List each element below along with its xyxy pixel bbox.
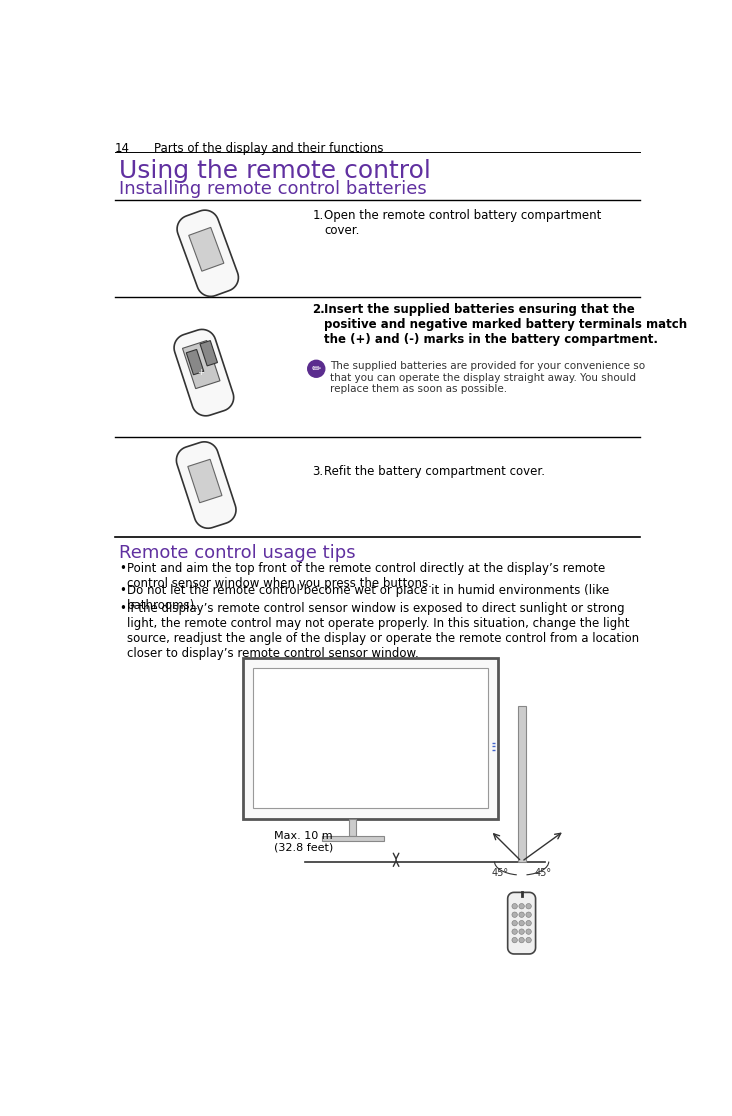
Polygon shape: [188, 460, 222, 502]
Circle shape: [526, 921, 531, 926]
Circle shape: [512, 937, 518, 943]
Bar: [321, 836, 384, 840]
Text: 45°: 45°: [491, 868, 509, 877]
Text: Installing remote control batteries: Installing remote control batteries: [119, 180, 427, 199]
Text: +: +: [197, 368, 203, 377]
Text: 3.: 3.: [313, 465, 324, 478]
Text: 45°: 45°: [535, 868, 552, 877]
Polygon shape: [174, 329, 234, 416]
Text: Refit the battery compartment cover.: Refit the battery compartment cover.: [324, 465, 545, 478]
Text: •: •: [119, 584, 127, 597]
Text: Open the remote control battery compartment
cover.: Open the remote control battery compartm…: [324, 210, 602, 238]
Circle shape: [526, 929, 531, 934]
Text: If the display’s remote control sensor window is exposed to direct sunlight or s: If the display’s remote control sensor w…: [127, 602, 639, 660]
Text: Parts of the display and their functions: Parts of the display and their functions: [154, 142, 383, 155]
Circle shape: [512, 921, 518, 926]
Circle shape: [526, 912, 531, 917]
Text: ✏: ✏: [312, 364, 321, 374]
FancyBboxPatch shape: [242, 657, 498, 819]
Text: 14: 14: [115, 142, 130, 155]
Circle shape: [526, 937, 531, 943]
Polygon shape: [182, 340, 220, 388]
Polygon shape: [508, 893, 536, 954]
Text: The supplied batteries are provided for your convenience so
that you can operate: The supplied batteries are provided for …: [330, 362, 646, 394]
Text: Max. 10 m
(32.8 feet): Max. 10 m (32.8 feet): [274, 830, 333, 853]
Text: 1.: 1.: [313, 210, 324, 222]
Circle shape: [519, 904, 524, 908]
Text: Using the remote control: Using the remote control: [119, 158, 431, 183]
Circle shape: [512, 904, 518, 908]
Polygon shape: [176, 442, 236, 528]
Circle shape: [512, 929, 518, 934]
Text: Insert the supplied batteries ensuring that the
positive and negative marked bat: Insert the supplied batteries ensuring t…: [324, 304, 687, 346]
FancyBboxPatch shape: [253, 668, 488, 808]
Text: Remote control usage tips: Remote control usage tips: [119, 543, 356, 561]
Bar: [518, 706, 526, 862]
Polygon shape: [200, 340, 217, 366]
Circle shape: [519, 929, 524, 934]
Bar: [348, 819, 356, 836]
Circle shape: [519, 921, 524, 926]
Circle shape: [519, 937, 524, 943]
Polygon shape: [189, 228, 224, 271]
Text: •: •: [119, 562, 127, 575]
Text: Point and aim the top front of the remote control directly at the display’s remo: Point and aim the top front of the remot…: [127, 562, 605, 590]
Circle shape: [519, 912, 524, 917]
Circle shape: [307, 360, 325, 377]
Polygon shape: [177, 210, 239, 297]
Polygon shape: [187, 349, 203, 375]
Text: Do not let the remote control become wet or place it in humid environments (like: Do not let the remote control become wet…: [127, 584, 610, 612]
Text: •: •: [119, 602, 127, 615]
Circle shape: [526, 904, 531, 908]
Text: 2.: 2.: [313, 304, 325, 316]
Circle shape: [512, 912, 518, 917]
